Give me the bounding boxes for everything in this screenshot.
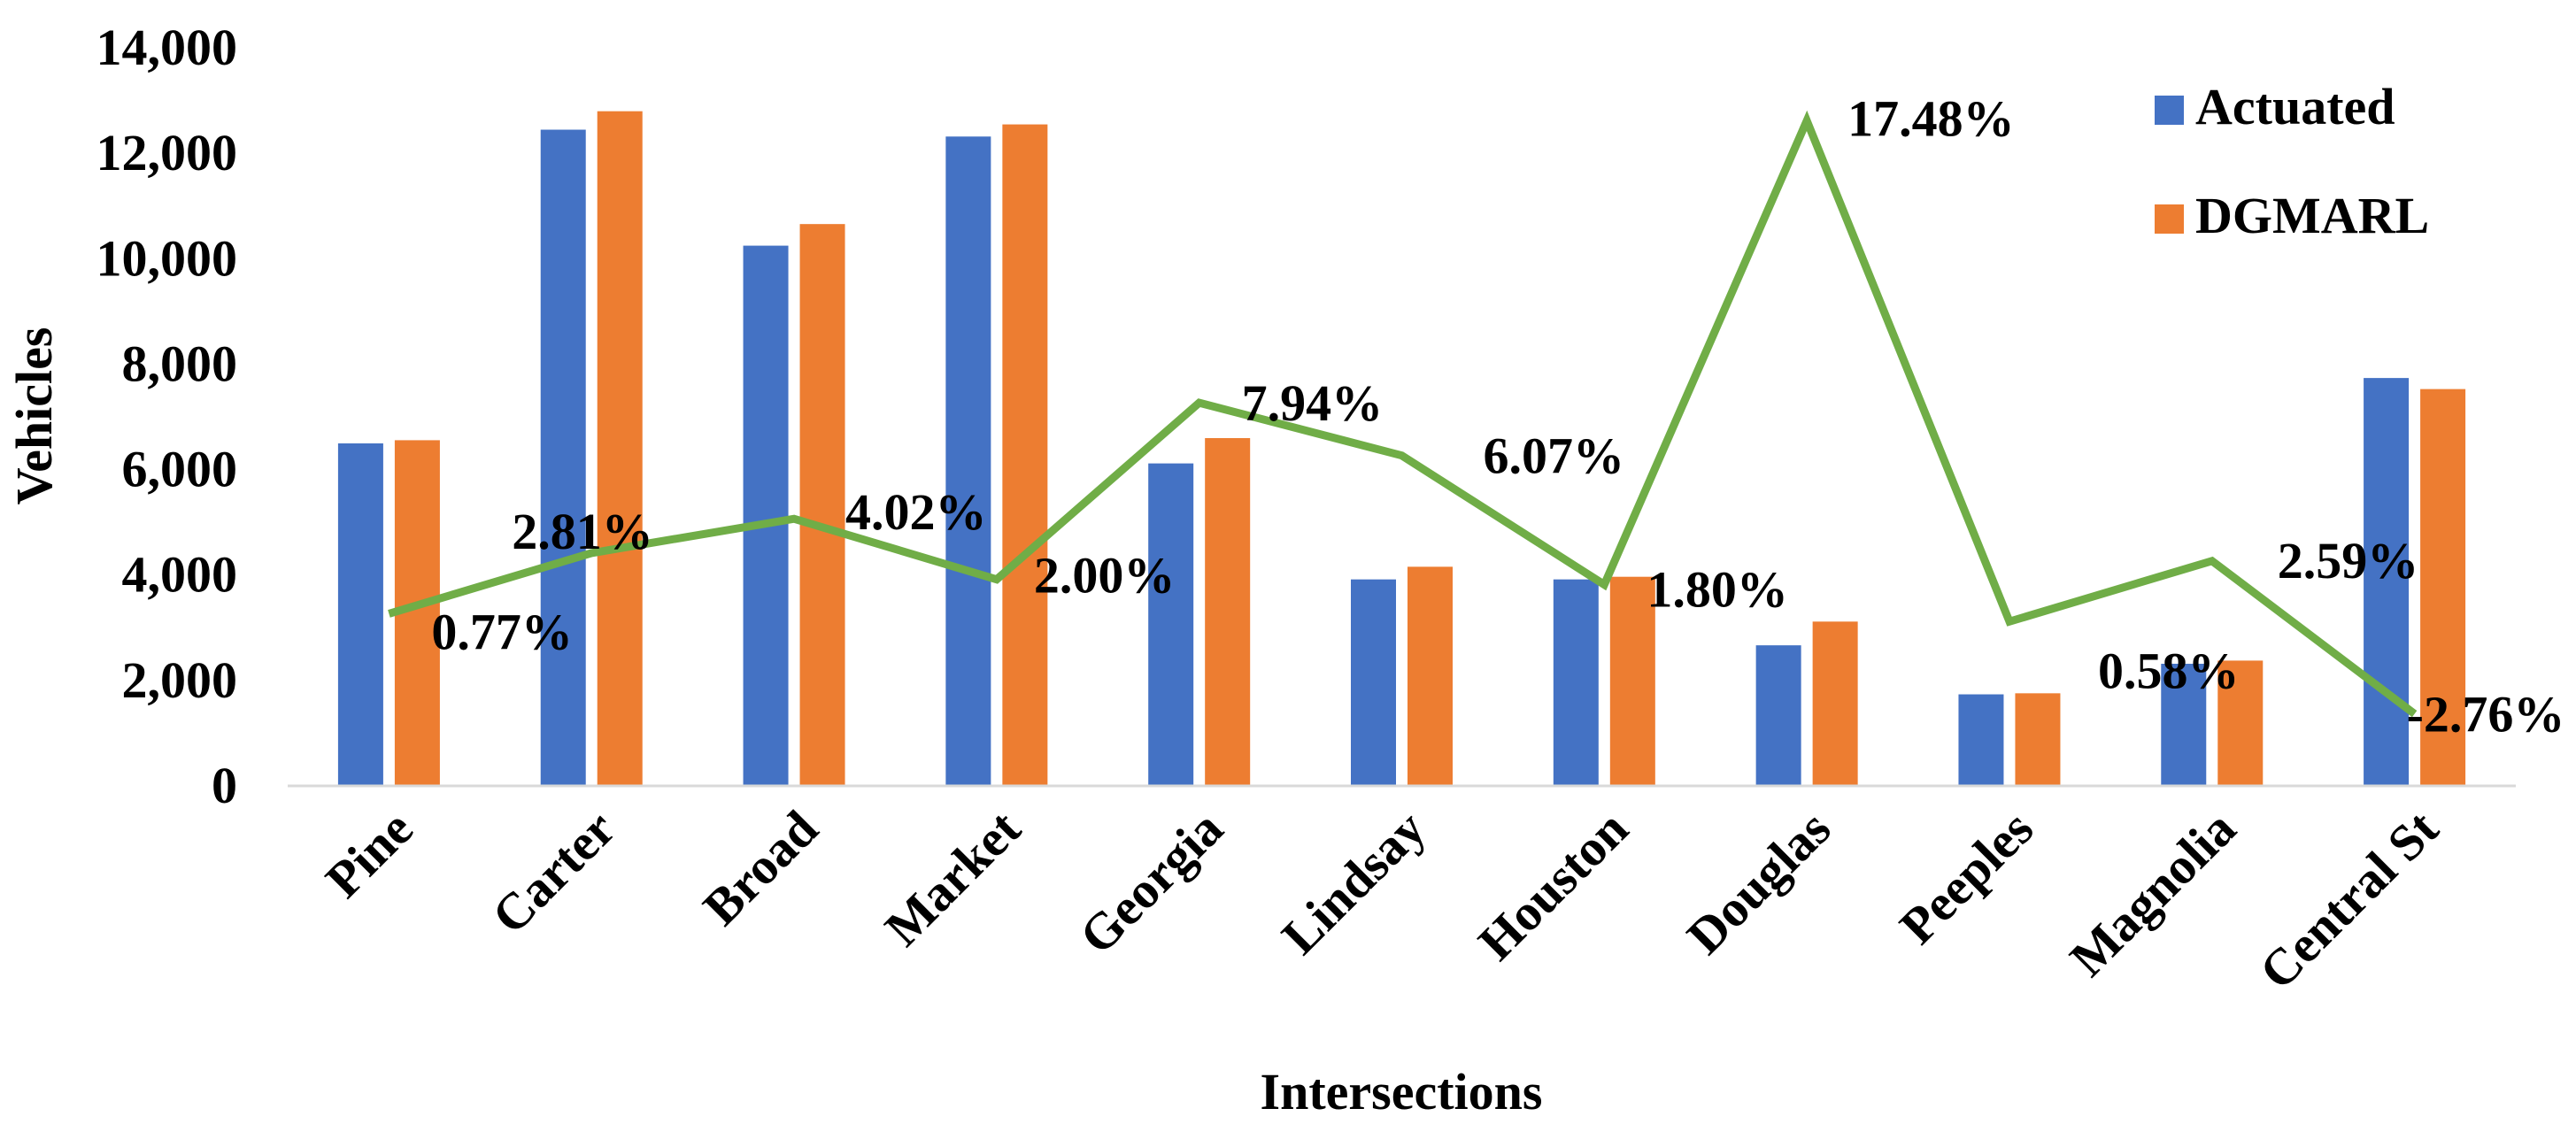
y-tick-label: 14,000 [96,19,238,76]
x-axis-title: Intersections [1261,1063,1543,1120]
bar-dgmarl-magnolia [2217,660,2264,785]
bar-actuated-market [945,136,991,785]
x-tick-label: Market [874,799,1032,958]
x-tick-label: Georgia [1068,799,1234,965]
bar-dgmarl-georgia [1205,438,1251,785]
x-tick-label: Douglas [1676,799,1841,965]
improvement-label: 1.80% [1647,561,1788,619]
bar-actuated-central-st [2364,378,2410,785]
bar-dgmarl-broad [799,224,845,785]
bar-actuated-lindsay [1351,579,1396,785]
x-tick-label: Houston [1467,799,1639,971]
y-tick-label: 12,000 [96,124,238,181]
x-tick-label: Lindsay [1270,799,1436,965]
improvement-label: 0.58% [2098,642,2240,699]
bar-actuated-houston [1553,579,1599,785]
bar-actuated-douglas [1755,645,1801,785]
bar-dgmarl-douglas [1812,621,1858,785]
y-tick-label: 6,000 [122,441,238,498]
legend-swatch-actuated [2155,96,2184,125]
bar-actuated-broad [743,245,789,785]
bar-dgmarl-carter [597,111,643,786]
legend-label-dgmarl: DGMARL [2195,187,2429,244]
x-tick-label: Magnolia [2059,799,2247,987]
improvement-label: 17.48% [1847,89,2015,147]
bar-dgmarl-lindsay [1408,566,1453,785]
legend: Actuated DGMARL [2155,78,2429,244]
improvement-line [388,110,2418,718]
improvement-labels: 0.77% 2.81% 4.02% 2.00% 7.94% 6.07% 1.80% 17.48… [431,89,2564,743]
legend-swatch-dgmarl [2155,204,2184,234]
bar-series [337,111,2466,786]
x-tick-label: Broad [692,799,829,936]
y-tick-label: 8,000 [122,335,238,392]
y-tick-label: 4,000 [122,546,238,604]
x-tick-label: Peeples [1888,799,2044,955]
y-tick-label: 2,000 [122,651,238,709]
improvement-label: 2.00% [1034,547,1176,604]
y-tick-label: 10,000 [96,229,238,287]
improvement-label: 7.94% [1242,374,1384,432]
improvement-label: 4.02% [845,483,986,541]
legend-label-actuated: Actuated [2195,78,2395,135]
bar-actuated-magnolia [2161,663,2207,785]
bar-dgmarl-houston [1609,576,1655,785]
bar-dgmarl-market [1002,124,1048,785]
x-tick-label: Carter [481,799,626,944]
improvement-label: -2.76% [2407,686,2565,743]
y-axis-title: Vehicles [5,327,63,505]
x-tick-label: Central St [2248,799,2450,1001]
improvement-label: 6.07% [1484,427,1625,485]
x-axis-ticks: Pine Carter Broad Market Georgia Lindsay Houst… [314,799,2449,1001]
improvement-label: 2.81% [512,503,653,560]
bar-actuated-peeples [1958,694,2004,785]
bar-dgmarl-central-st [2420,389,2466,785]
bar-actuated-pine [337,443,383,785]
bar-actuated-carter [540,129,586,785]
improvement-label: 0.77% [431,603,572,660]
improvement-label: 2.59% [2278,532,2419,589]
x-tick-label: Pine [314,799,423,908]
y-axis-ticks: 0 2,000 4,000 6,000 8,000 10,000 12,000 14,000 [96,19,238,814]
bar-dgmarl-peeples [2015,693,2061,785]
bar-actuated-georgia [1148,463,1194,785]
y-tick-label: 0 [212,757,237,814]
